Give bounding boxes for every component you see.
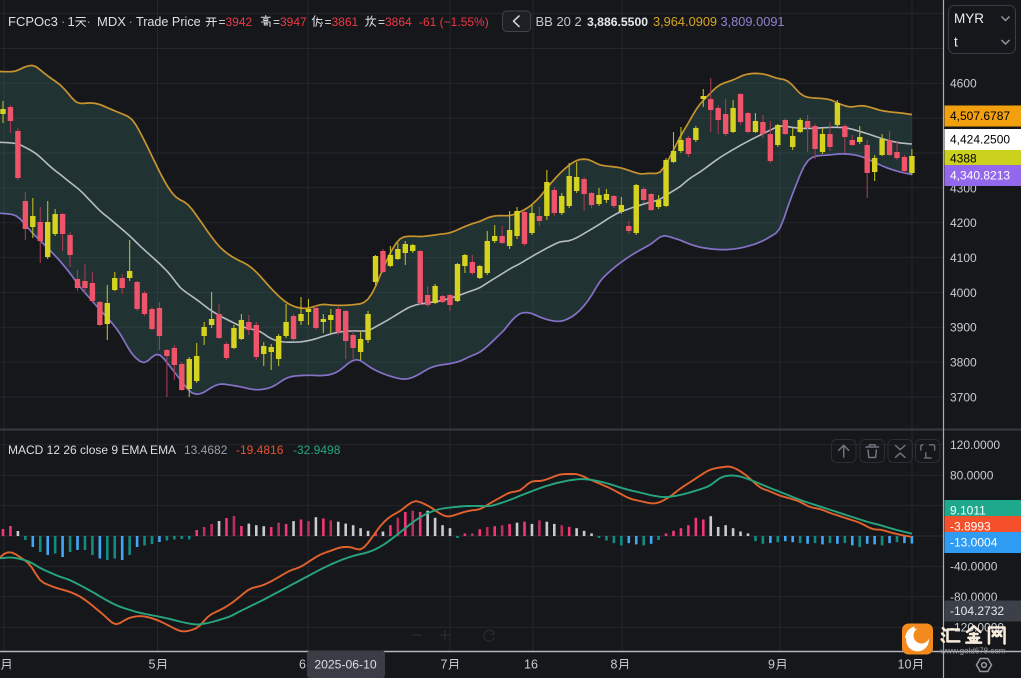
svg-text:4100: 4100 — [950, 251, 977, 265]
svg-text:3,809.0091: 3,809.0091 — [721, 14, 785, 29]
svg-text:9.1011: 9.1011 — [950, 504, 986, 518]
svg-text:4,507.6787: 4,507.6787 — [950, 109, 1010, 123]
svg-text:3,886.5500: 3,886.5500 — [587, 15, 648, 29]
svg-text:120.0000: 120.0000 — [950, 438, 1000, 452]
svg-text:4600: 4600 — [950, 77, 977, 91]
svg-text:4000: 4000 — [950, 286, 977, 300]
svg-text:-104.2732: -104.2732 — [950, 604, 1004, 618]
svg-text:3700: 3700 — [950, 390, 977, 404]
svg-text:-40.0000: -40.0000 — [950, 560, 998, 574]
svg-text:=: = — [325, 15, 332, 29]
svg-text:·: · — [87, 14, 91, 29]
svg-text:t: t — [954, 35, 958, 50]
svg-text:MYR: MYR — [954, 11, 984, 26]
svg-text:13.4682: 13.4682 — [184, 443, 228, 457]
svg-text:5: 5 — [149, 658, 156, 672]
svg-text:-61 (−1.55%): -61 (−1.55%) — [419, 15, 489, 29]
svg-text:6: 6 — [299, 658, 306, 672]
svg-text:FCPOc3: FCPOc3 — [8, 14, 58, 29]
svg-text:MACD 12 26 close 9 EMA EMA: MACD 12 26 close 9 EMA EMA — [8, 443, 176, 457]
svg-text:4388: 4388 — [950, 152, 977, 166]
svg-text:3,964.0909: 3,964.0909 — [653, 14, 717, 29]
svg-text:9: 9 — [768, 658, 775, 672]
svg-text:7: 7 — [441, 658, 448, 672]
svg-text:-19.4816: -19.4816 — [236, 443, 284, 457]
svg-text:4,424.2500: 4,424.2500 — [950, 133, 1010, 147]
svg-text:BB 20 2: BB 20 2 — [536, 14, 582, 29]
svg-text:3864: 3864 — [385, 15, 412, 29]
svg-text:Trade Price: Trade Price — [136, 15, 201, 29]
svg-text:16: 16 — [524, 658, 538, 672]
svg-text:3800: 3800 — [950, 356, 977, 370]
svg-text:-120.0000: -120.0000 — [950, 620, 1004, 634]
svg-text:-13.0004: -13.0004 — [950, 536, 998, 550]
svg-text:www.gold678.com: www.gold678.com — [940, 647, 1006, 656]
svg-text:·: · — [61, 14, 65, 29]
svg-text:1: 1 — [68, 14, 75, 29]
svg-text:8: 8 — [611, 658, 618, 672]
svg-text:=: = — [219, 15, 226, 29]
svg-text:80.0000: 80.0000 — [950, 468, 994, 482]
svg-text:10: 10 — [898, 658, 912, 672]
svg-text:·: · — [129, 14, 133, 29]
svg-text:=: = — [378, 15, 385, 29]
svg-text:3942: 3942 — [226, 15, 253, 29]
svg-text:MDX: MDX — [97, 14, 126, 29]
svg-text:3861: 3861 — [332, 15, 359, 29]
svg-text:-3.8993: -3.8993 — [950, 520, 991, 534]
svg-text:3947: 3947 — [280, 15, 307, 29]
svg-text:3900: 3900 — [950, 321, 977, 335]
svg-text:4200: 4200 — [950, 216, 977, 230]
svg-text:=: = — [273, 15, 280, 29]
svg-text:2025-06-10: 2025-06-10 — [314, 658, 377, 672]
svg-text:-32.9498: -32.9498 — [293, 443, 341, 457]
svg-text:4,340.8213: 4,340.8213 — [950, 169, 1010, 183]
